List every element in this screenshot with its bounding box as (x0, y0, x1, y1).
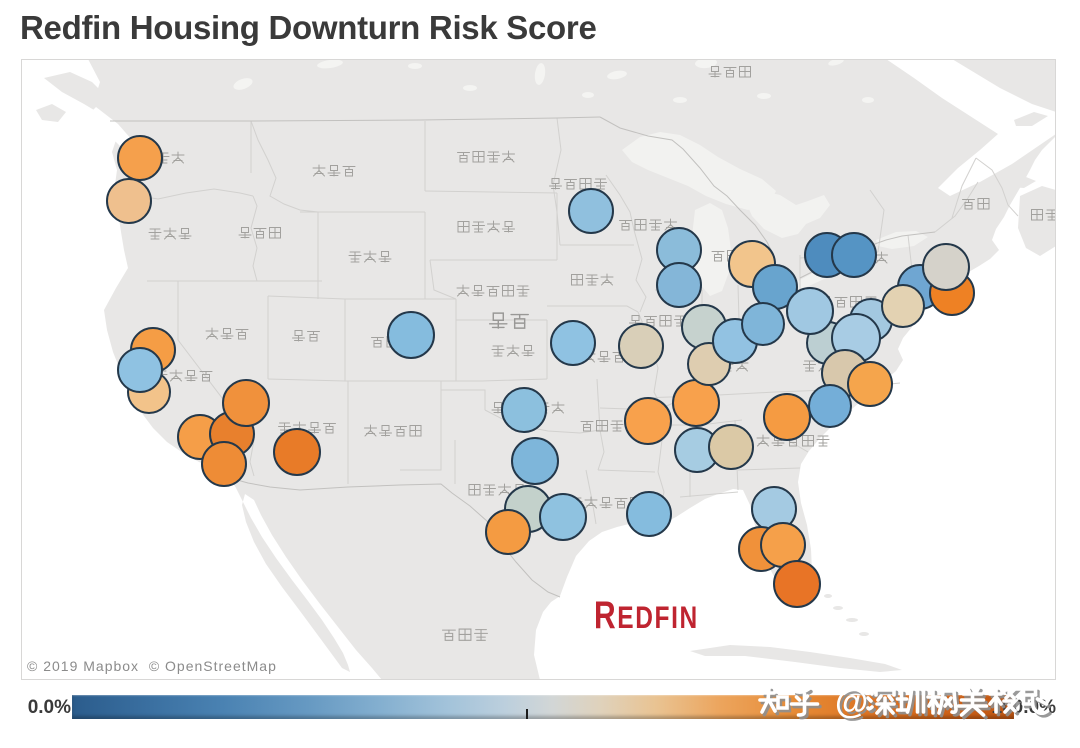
svg-text:@: @ (837, 686, 870, 724)
svg-text:@: @ (835, 683, 868, 721)
